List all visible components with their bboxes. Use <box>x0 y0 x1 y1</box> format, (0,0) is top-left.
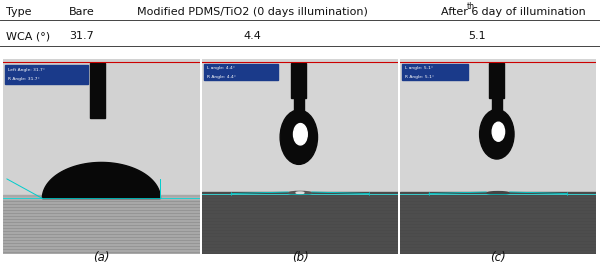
Bar <box>401 64 469 80</box>
Bar <box>203 64 278 80</box>
Bar <box>5 65 88 84</box>
Bar <box>89 63 106 118</box>
Text: Bare: Bare <box>69 7 95 17</box>
Text: (b): (b) <box>292 251 308 264</box>
Text: WCA (°): WCA (°) <box>6 31 50 42</box>
Ellipse shape <box>492 122 505 141</box>
Bar <box>202 192 398 254</box>
Ellipse shape <box>280 110 317 164</box>
Bar <box>291 63 306 98</box>
Bar <box>3 195 200 254</box>
Polygon shape <box>43 163 160 198</box>
Text: Left Angle: 31.7°: Left Angle: 31.7° <box>8 68 45 72</box>
Bar <box>489 63 504 98</box>
Text: (c): (c) <box>490 251 506 264</box>
Text: L angle: 4.4°: L angle: 4.4° <box>206 66 235 70</box>
Text: R Angle: 31.7°: R Angle: 31.7° <box>8 77 40 81</box>
Text: 5.1: 5.1 <box>468 31 486 42</box>
Ellipse shape <box>296 192 304 194</box>
Text: Type: Type <box>6 7 32 17</box>
Text: 4.4: 4.4 <box>243 31 261 42</box>
Text: th: th <box>467 2 475 11</box>
Text: L angle: 5.1°: L angle: 5.1° <box>404 66 433 70</box>
Ellipse shape <box>293 124 307 145</box>
Text: Modified PDMS/TiO2 (0 days illumination): Modified PDMS/TiO2 (0 days illumination) <box>137 7 367 17</box>
Text: 31.7: 31.7 <box>69 31 94 42</box>
Bar <box>3 59 200 199</box>
Text: day of illumination: day of illumination <box>478 7 586 17</box>
Text: (a): (a) <box>93 251 110 264</box>
Text: After 6: After 6 <box>441 7 478 17</box>
Ellipse shape <box>487 192 509 195</box>
Bar <box>492 98 502 111</box>
Bar <box>400 59 596 195</box>
Text: R Angle: 5.1°: R Angle: 5.1° <box>404 75 434 79</box>
Ellipse shape <box>288 191 312 195</box>
Bar <box>294 97 304 112</box>
Bar <box>400 192 596 254</box>
Text: R Angle: 4.4°: R Angle: 4.4° <box>206 75 236 79</box>
Bar <box>202 59 398 195</box>
Ellipse shape <box>479 109 514 159</box>
